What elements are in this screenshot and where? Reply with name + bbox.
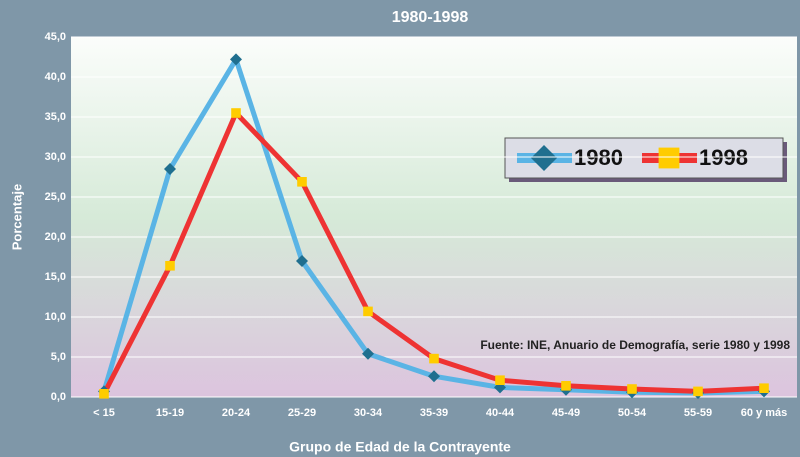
y-tick-label: 10,0	[45, 311, 66, 323]
x-tick-label: 60 y más	[741, 407, 787, 419]
x-tick-label: 30-34	[354, 407, 383, 419]
x-tick-label: 15-19	[156, 407, 184, 419]
y-tick-label: 25,0	[45, 191, 66, 203]
marker	[759, 383, 769, 393]
marker	[362, 347, 374, 360]
marker	[231, 108, 241, 118]
annotation: Fuente: INE, Anuario de Demografía, seri…	[480, 338, 790, 352]
marker	[429, 353, 439, 364]
legend-marker	[658, 147, 680, 169]
marker	[164, 163, 176, 175]
y-tick-label: 35,0	[45, 111, 66, 123]
marker	[230, 53, 242, 66]
marker	[428, 370, 440, 383]
y-tick-label: 20,0	[45, 231, 66, 243]
x-axis-label: Grupo de Edad de la Contrayente	[289, 439, 511, 455]
marker	[296, 255, 308, 267]
y-tick-label: 40,0	[45, 71, 66, 83]
y-tick-label: 30,0	[45, 151, 66, 163]
y-axis-label: Porcentaje	[9, 184, 24, 250]
marker	[561, 381, 571, 391]
marker	[297, 177, 307, 187]
marker	[165, 261, 175, 271]
y-tick-label: 0,0	[51, 391, 66, 403]
marker	[99, 389, 109, 399]
x-tick-label: 35-39	[420, 407, 448, 419]
y-tick-label: 5,0	[51, 351, 66, 363]
chart-title: 1980-1998	[392, 9, 469, 26]
legend-marker	[531, 145, 557, 171]
x-tick-label: 55-59	[684, 407, 712, 419]
legend: 1980 1998	[504, 137, 787, 182]
x-tick-label: 45-49	[552, 407, 580, 419]
x-tick-label: 20-24	[222, 407, 251, 419]
marker	[495, 375, 505, 385]
marker	[693, 386, 703, 397]
marker	[627, 384, 637, 394]
y-tick-label: 15,0	[45, 271, 66, 283]
marker	[363, 306, 373, 317]
x-tick-label: < 15	[93, 407, 115, 419]
y-tick-label: 45,0	[45, 31, 66, 43]
x-tick-label: 50-54	[618, 407, 647, 419]
x-tick-label: 40-44	[486, 407, 515, 419]
x-tick-label: 25-29	[288, 407, 316, 419]
